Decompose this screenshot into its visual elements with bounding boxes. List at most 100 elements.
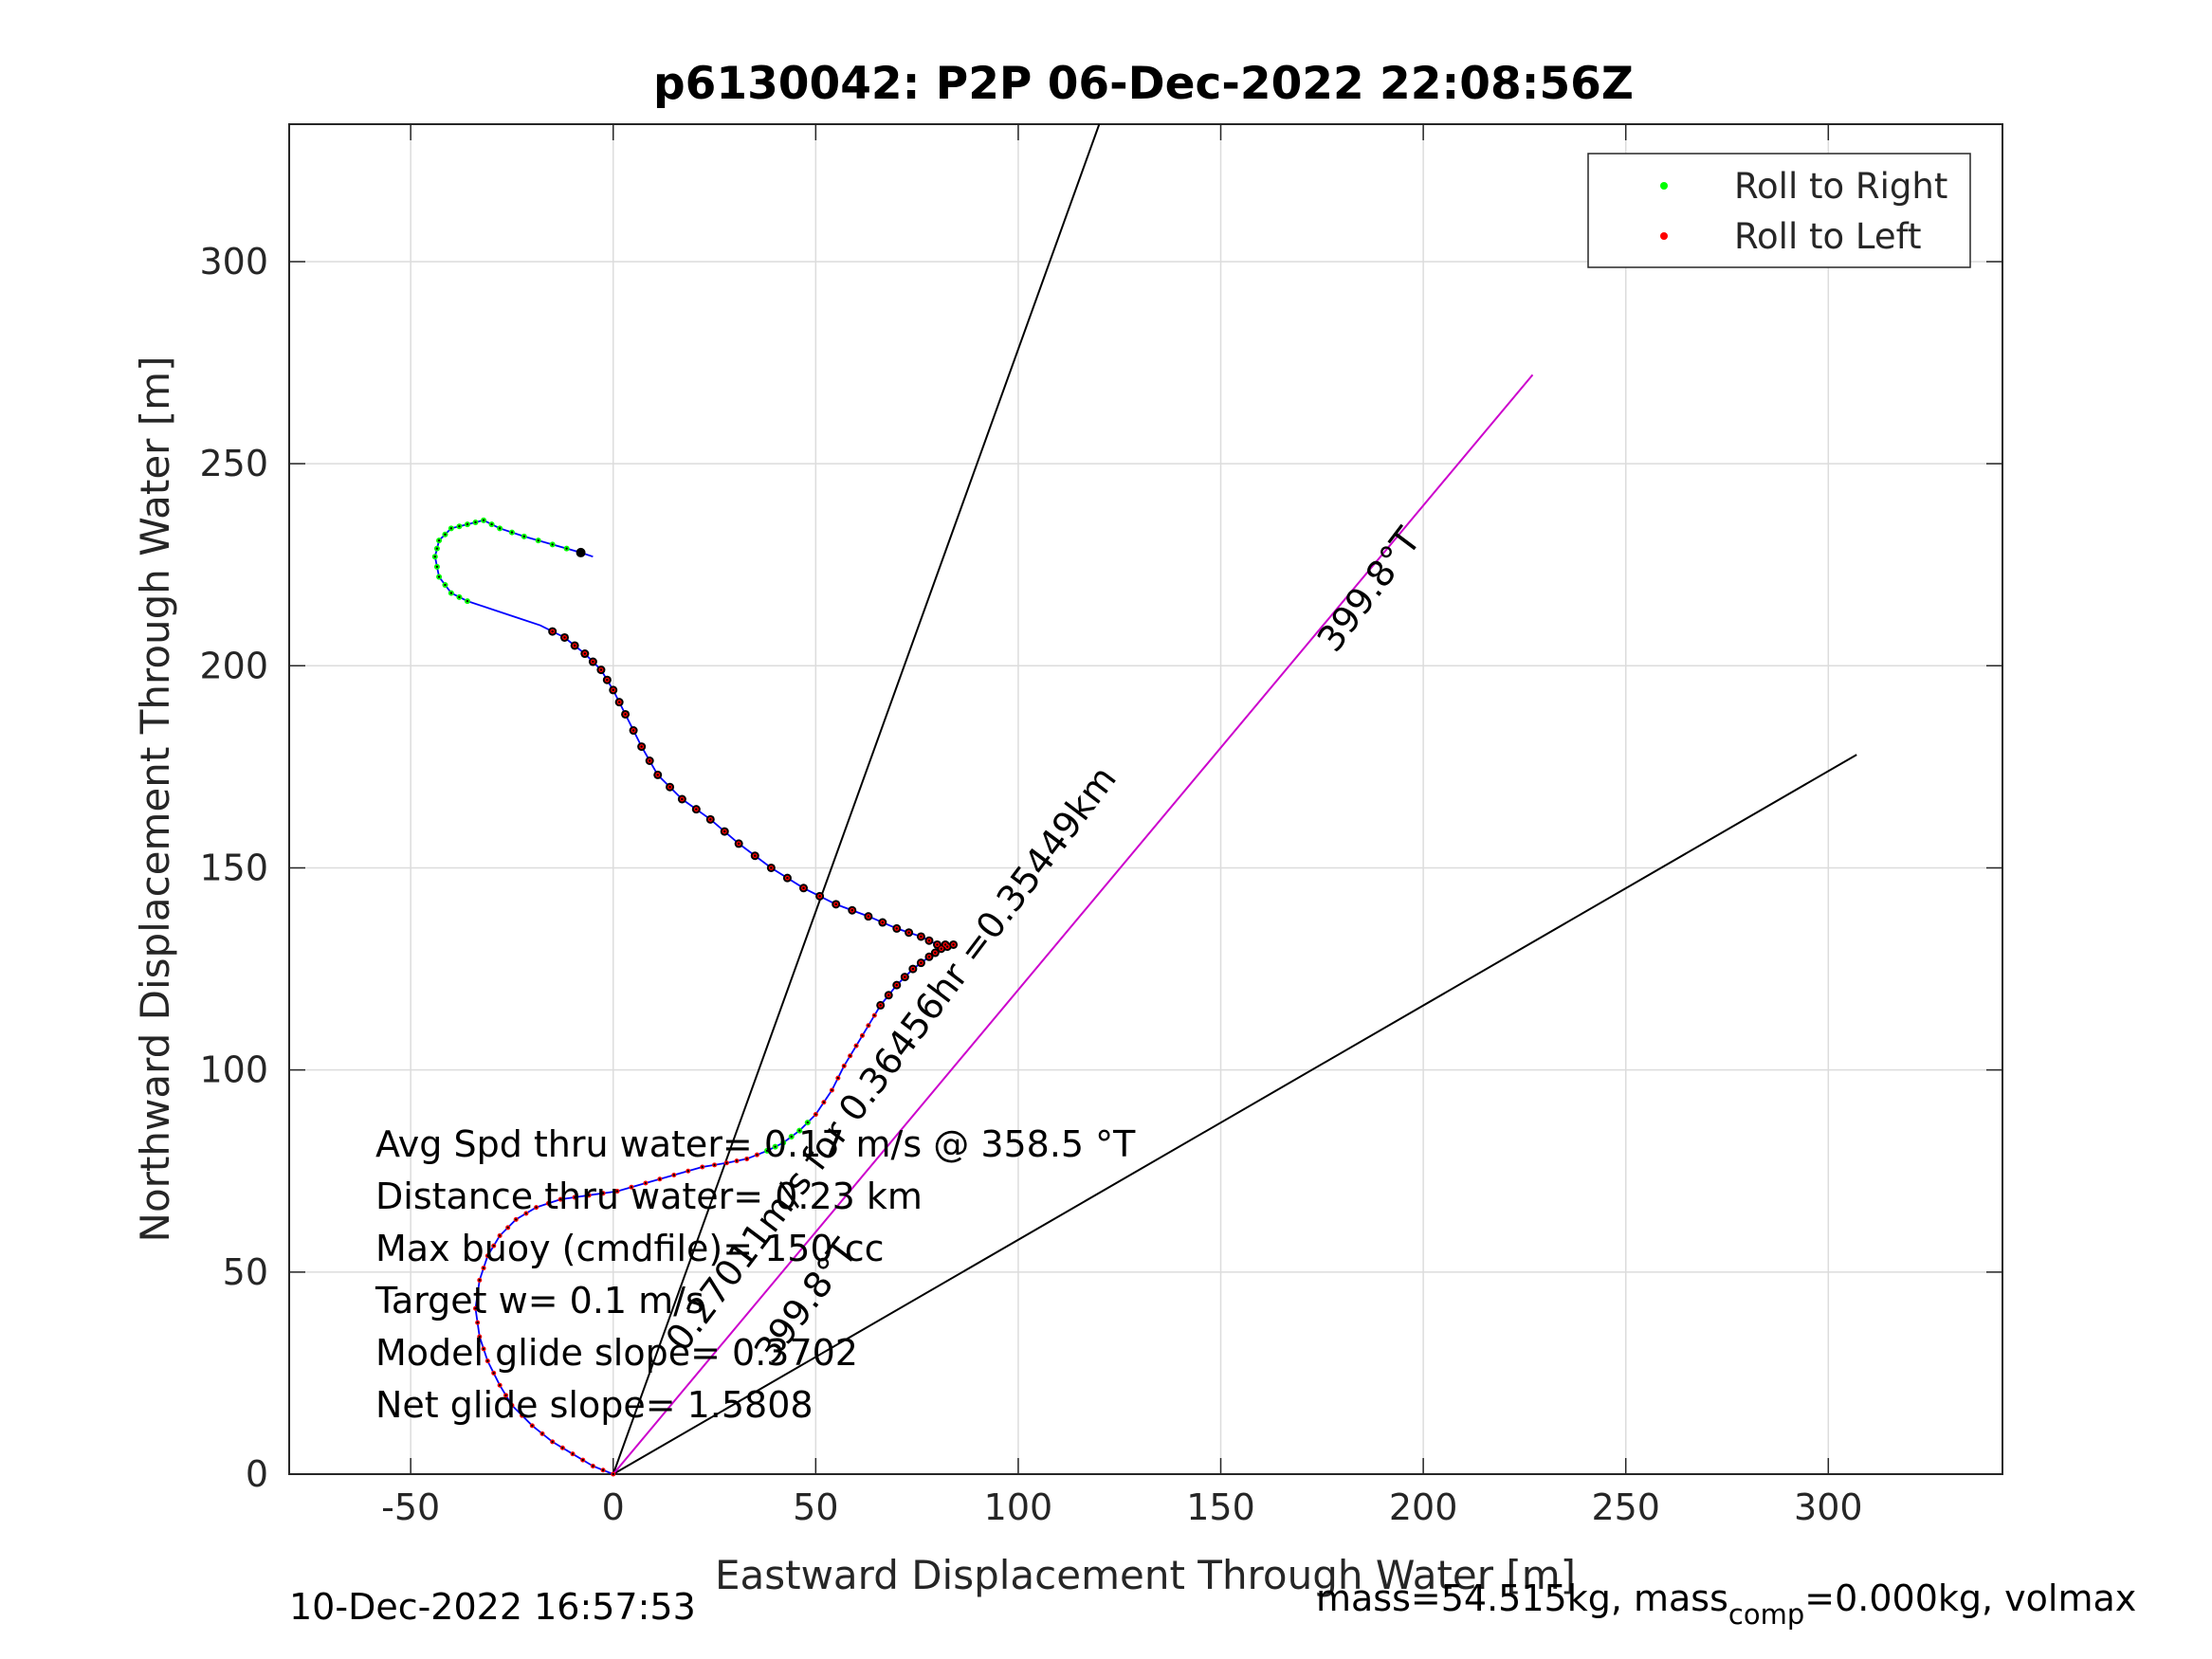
data-point-core [547, 1202, 550, 1205]
data-point-core [895, 983, 898, 987]
data-point-core [836, 1076, 840, 1080]
data-point-core [798, 1129, 801, 1132]
track-points [431, 517, 959, 1477]
data-point-core [920, 961, 923, 964]
data-point-core [444, 583, 447, 587]
data-point-core [745, 1158, 748, 1160]
data-point-core [531, 1424, 534, 1428]
data-point-core [781, 1141, 785, 1144]
data-point-core [571, 1452, 575, 1455]
data-point-core [551, 629, 554, 633]
data-point-core [725, 1161, 728, 1164]
data-point-core [713, 1163, 716, 1167]
x-tick-label: -50 [381, 1486, 440, 1528]
legend-box [1587, 153, 1971, 268]
grid [289, 124, 2002, 1475]
data-point-core [624, 713, 627, 716]
data-point-core [601, 1468, 605, 1471]
footer-mass-text: mass=54.515kg, mass [1316, 1577, 1728, 1619]
data-point-core [818, 895, 821, 898]
data-point-core [831, 1088, 833, 1092]
data-point-core [551, 1440, 554, 1444]
data-point-core [573, 1195, 576, 1199]
data-point-core [449, 527, 453, 530]
data-point-core [630, 1186, 633, 1189]
data-point-core [907, 931, 910, 934]
data-point-core [668, 786, 671, 789]
legend: Roll to Right Roll to Left [1587, 153, 1971, 268]
data-point-core [437, 538, 441, 542]
data-point-core [822, 1101, 826, 1103]
chart-title: p6130042: P2P 06-Dec-2022 22:08:56Z [653, 58, 1634, 110]
data-point-core [644, 1181, 648, 1185]
data-point-core [599, 668, 603, 671]
data-point-core [515, 1218, 518, 1221]
data-point-core [504, 1394, 507, 1397]
data-point-core [658, 1177, 662, 1180]
data-point-core [524, 1212, 528, 1215]
data-point-core [802, 886, 805, 889]
data-point-core [563, 636, 566, 639]
y-tick-label: 100 [199, 1049, 268, 1091]
data-point-core [498, 1384, 502, 1387]
data-point-core [648, 759, 651, 762]
data-point-core [490, 522, 493, 526]
y-tick-label: 300 [199, 241, 268, 283]
data-point-core [790, 1135, 793, 1139]
data-point-core [592, 660, 594, 664]
footer-mass-sub: comp [1728, 1598, 1805, 1631]
legend-label-left: Roll to Left [1734, 216, 1922, 257]
data-point-core [881, 921, 885, 924]
x-tick-label: 100 [984, 1486, 1053, 1528]
heading-line [612, 374, 1534, 1475]
data-point-core [478, 1335, 481, 1339]
data-point-core [482, 1267, 485, 1269]
annotation-line: Max buoy (cmdfile)= 150 cc [375, 1228, 885, 1269]
data-point-core [943, 943, 947, 946]
data-point-core [927, 939, 931, 942]
footer-timestamp: 10-Dec-2022 16:57:53 [289, 1586, 696, 1628]
x-tick-label: 0 [602, 1486, 625, 1528]
data-point-core [466, 522, 469, 526]
data-point-core [814, 1113, 817, 1116]
data-point-core [849, 1054, 851, 1057]
data-point-core [521, 1413, 523, 1417]
legend-label-right: Roll to Right [1734, 166, 1947, 207]
data-point-core [936, 943, 939, 946]
data-point-core [723, 830, 726, 833]
x-tick-label: 300 [1794, 1486, 1863, 1528]
data-point-core [770, 866, 773, 869]
plot-frame [288, 123, 2003, 1475]
data-point-core [565, 547, 568, 550]
data-point-core [681, 797, 684, 801]
x-tick-label: 200 [1389, 1486, 1458, 1528]
data-point-core [498, 1234, 502, 1237]
data-point-core [551, 543, 554, 546]
data-point-core [583, 652, 587, 655]
data-point-core [850, 909, 853, 912]
y-axis-label: Northward Displacement Through Water [m] [132, 356, 178, 1243]
x-axis-label: Eastward Displacement Through Water [m] [715, 1552, 1576, 1598]
y-tick-label: 50 [223, 1251, 268, 1293]
line-label: 399.8°T [1309, 520, 1429, 660]
data-point-core [535, 1206, 538, 1209]
data-point-core [672, 1174, 676, 1176]
data-point-core [756, 1153, 759, 1157]
data-point-core [934, 951, 937, 955]
data-point-core [952, 943, 955, 946]
data-point-core [656, 774, 659, 776]
data-point-core [612, 688, 614, 692]
legend-marker-left [1660, 232, 1668, 240]
data-point-core [561, 1447, 564, 1449]
data-point-core [482, 519, 485, 522]
annotation-block: Avg Spd thru water= 0.17 m/s @ 358.5 °T D… [375, 1123, 1136, 1426]
data-point-core [435, 565, 439, 569]
data-point-core [474, 1306, 477, 1310]
data-point-core [617, 701, 621, 703]
data-point-core [887, 994, 890, 996]
data-point-core [522, 535, 525, 538]
data-point-core [506, 1226, 509, 1230]
data-point-core [834, 902, 837, 906]
data-point-core [492, 1244, 495, 1248]
axis-ticks: -50 0 50 100 150 200 250 300 0 50 100 150 200 250 300 [199, 124, 2002, 1528]
